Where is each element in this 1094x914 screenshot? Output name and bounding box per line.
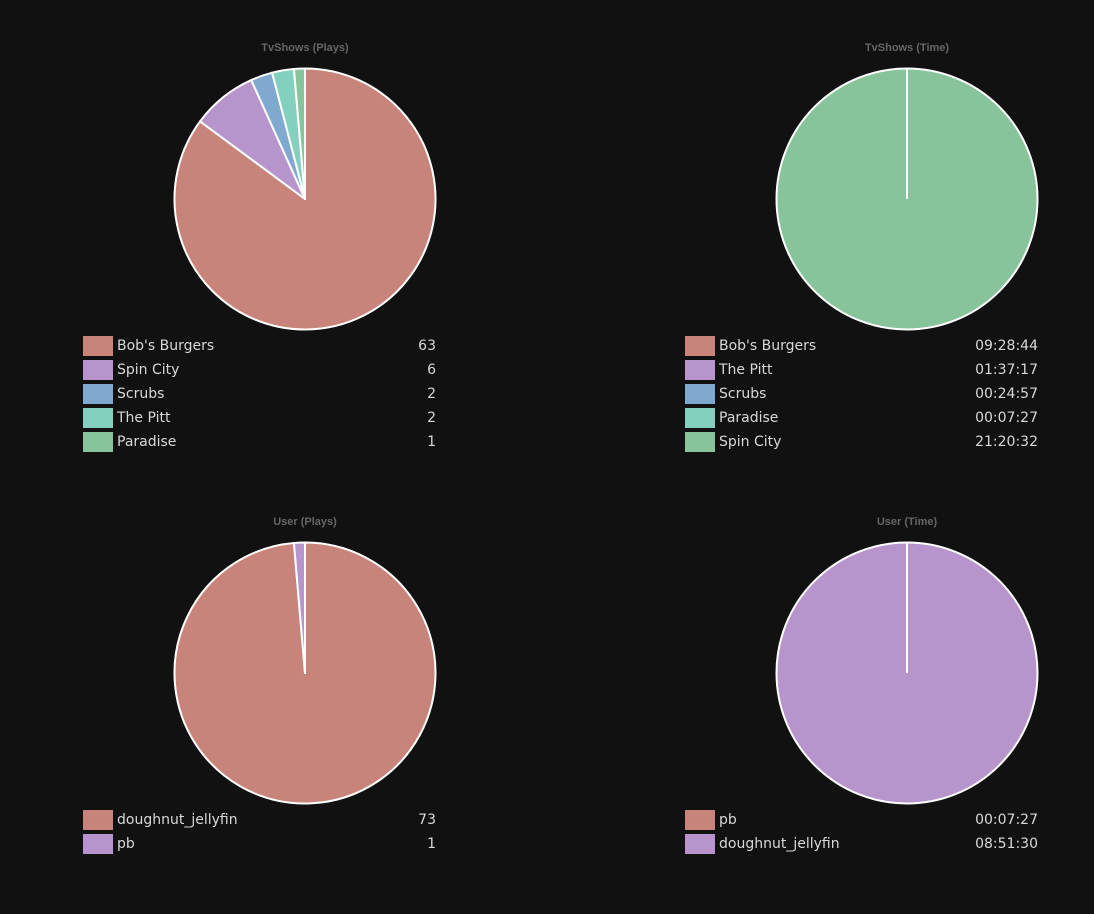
- pie-chart-panel: TvShows (Time) Bob's Burgers 09:28:44 The P…: [657, 0, 1094, 452]
- pie-chart: [173, 541, 437, 805]
- legend-label: doughnut_jellyfin: [719, 836, 840, 852]
- legend-item[interactable]: doughnut_jellyfin 73: [83, 808, 436, 832]
- pie-slice[interactable]: [292, 541, 306, 674]
- legend-swatch: [685, 810, 715, 830]
- chart-legend: Bob's Burgers 09:28:44 The Pitt 01:37:17 Scr…: [685, 334, 1038, 454]
- legend-item[interactable]: Spin City 6: [83, 358, 436, 382]
- legend-value: 2: [427, 410, 436, 426]
- chart-title: TvShows (Plays): [261, 42, 349, 54]
- legend-swatch: [83, 834, 113, 854]
- legend-swatch: [685, 360, 715, 380]
- legend-label: Spin City: [719, 434, 782, 450]
- legend-value: 73: [418, 812, 436, 828]
- legend-swatch: [83, 384, 113, 404]
- legend-label: Bob's Burgers: [719, 338, 817, 354]
- legend-value: 2: [427, 386, 436, 402]
- legend-value: 09:28:44: [975, 338, 1038, 354]
- legend-value: 00:07:27: [975, 410, 1038, 426]
- pie-chart-panel: TvShows (Plays) Bob's Burgers 63 Spin City 6…: [55, 0, 555, 452]
- chart-legend: Bob's Burgers 63 Spin City 6 Scrubs 2 The Pitt…: [83, 334, 436, 454]
- chart-legend: pb 00:07:27 doughnut_jellyfin 08:51:30: [685, 808, 1038, 856]
- legend-swatch: [685, 834, 715, 854]
- legend-swatch: [83, 432, 113, 452]
- pie-slice[interactable]: [775, 541, 1039, 805]
- legend-label: pb: [719, 812, 737, 828]
- pie-slice[interactable]: [173, 67, 437, 331]
- legend-label: Paradise: [719, 410, 779, 426]
- legend-label: Paradise: [117, 434, 177, 450]
- legend-value: 6: [427, 362, 436, 378]
- legend-swatch: [685, 384, 715, 404]
- legend-item[interactable]: Paradise 00:07:27: [685, 406, 1038, 430]
- chart-title: User (Time): [876, 516, 938, 528]
- pie-chart: [775, 67, 1039, 331]
- legend-value: 1: [427, 434, 436, 450]
- legend-item[interactable]: The Pitt 01:37:17: [685, 358, 1038, 382]
- legend-value: 00:24:57: [975, 386, 1038, 402]
- legend-value: 1: [427, 836, 436, 852]
- legend-value: 63: [418, 338, 436, 354]
- legend-swatch: [83, 360, 113, 380]
- legend-label: Spin City: [117, 362, 180, 378]
- legend-value: 00:07:27: [975, 812, 1038, 828]
- legend-value: 21:20:32: [975, 434, 1038, 450]
- chart-legend: doughnut_jellyfin 73 pb 1: [83, 808, 436, 856]
- legend-item[interactable]: doughnut_jellyfin 08:51:30: [685, 832, 1038, 856]
- pie-chart: [775, 541, 1039, 805]
- pie-chart-panel: User (Time) pb 00:07:27 doughnut_jellyfin 08…: [657, 474, 1094, 914]
- legend-label: Scrubs: [117, 386, 165, 402]
- legend-label: The Pitt: [719, 362, 773, 378]
- chart-title: User (Plays): [273, 516, 337, 528]
- legend-swatch: [83, 810, 113, 830]
- legend-item[interactable]: The Pitt 2: [83, 406, 436, 430]
- legend-item[interactable]: Scrubs 2: [83, 382, 436, 406]
- legend-swatch: [83, 336, 113, 356]
- legend-label: The Pitt: [117, 410, 171, 426]
- legend-item[interactable]: pb 00:07:27: [685, 808, 1038, 832]
- legend-label: Scrubs: [719, 386, 767, 402]
- legend-item[interactable]: Spin City 21:20:32: [685, 430, 1038, 454]
- chart-title: TvShows (Time): [864, 42, 950, 54]
- legend-item[interactable]: Bob's Burgers 63: [83, 334, 436, 358]
- pie-slice[interactable]: [775, 67, 1039, 331]
- pie-chart-panel: User (Plays) doughnut_jellyfin 73 pb 1: [55, 474, 555, 914]
- legend-value: 01:37:17: [975, 362, 1038, 378]
- legend-swatch: [685, 432, 715, 452]
- legend-item[interactable]: Scrubs 00:24:57: [685, 382, 1038, 406]
- legend-item[interactable]: Bob's Burgers 09:28:44: [685, 334, 1038, 358]
- legend-label: doughnut_jellyfin: [117, 812, 238, 828]
- legend-item[interactable]: pb 1: [83, 832, 436, 856]
- legend-item[interactable]: Paradise 1: [83, 430, 436, 454]
- legend-swatch: [83, 408, 113, 428]
- legend-swatch: [685, 336, 715, 356]
- pie-chart: [173, 67, 437, 331]
- legend-swatch: [685, 408, 715, 428]
- legend-value: 08:51:30: [975, 836, 1038, 852]
- legend-label: pb: [117, 836, 135, 852]
- legend-label: Bob's Burgers: [117, 338, 215, 354]
- pie-slice[interactable]: [292, 67, 306, 200]
